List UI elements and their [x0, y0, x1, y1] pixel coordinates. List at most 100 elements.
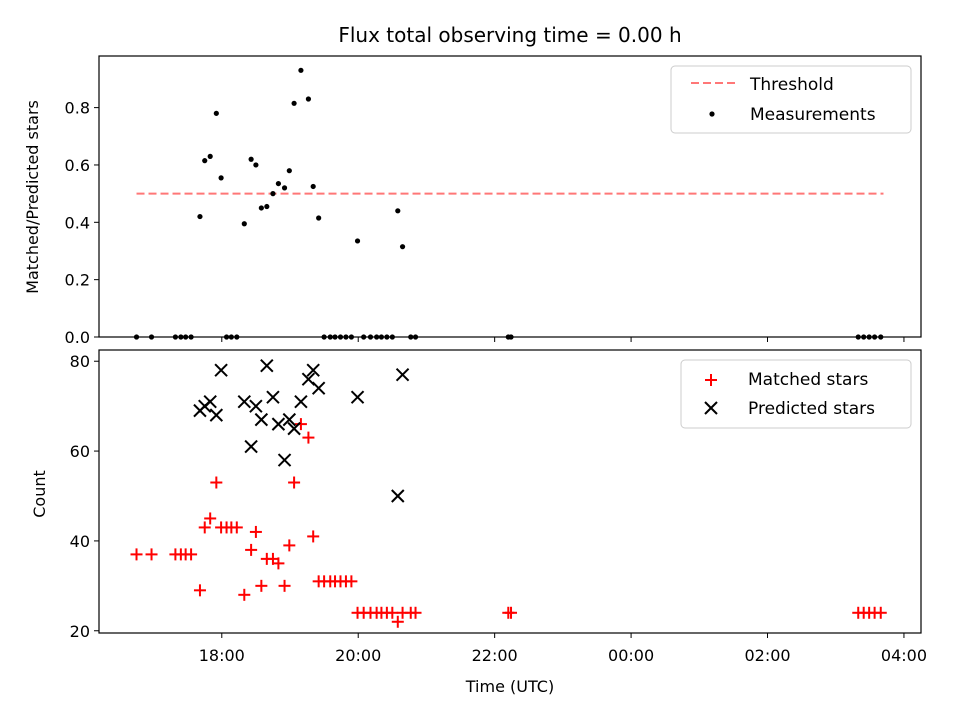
measurement-point [270, 191, 276, 197]
bottom-legend: Matched stars Predicted stars [680, 359, 912, 429]
measurement-point [399, 244, 406, 250]
top-xticks [221, 337, 905, 342]
measurement-point [241, 221, 247, 227]
predicted-star-point [249, 399, 263, 413]
measurement-point [298, 67, 304, 73]
matched-star-point [230, 521, 243, 534]
legend-measurements-swatch [709, 111, 715, 117]
bottom-ytick-label: 20 [70, 622, 90, 641]
legend-matched-label: Matched stars [748, 370, 868, 390]
matched-star-point [255, 579, 268, 592]
bottom-ytick-label: 40 [70, 532, 90, 551]
measurement-point [258, 205, 264, 211]
measurement-point [207, 153, 213, 159]
top-ytick-label: 0.0 [65, 328, 90, 347]
bottom-yticks: 20 40 60 80 [70, 352, 99, 641]
bottom-xtick-label: 18:00 [199, 646, 245, 665]
legend-predicted-label: Predicted stars [748, 399, 875, 419]
top-ytick-label: 0.2 [65, 271, 90, 290]
matched-star-point [409, 606, 422, 619]
measurement-point [218, 175, 224, 181]
legend-threshold-label: Threshold [749, 75, 834, 95]
predicted-star-point [391, 489, 405, 503]
matched-star-point [386, 606, 399, 619]
legend-measurements-label: Measurements [750, 105, 876, 125]
matched-star-point [345, 575, 358, 588]
top-ytick-label: 0.8 [65, 99, 90, 118]
matched-star-point [130, 548, 143, 561]
matched-star-point [505, 606, 518, 619]
matched-star-point [302, 431, 315, 444]
measurement-point [395, 208, 401, 214]
matched-star-point [145, 548, 158, 561]
matched-star-point [294, 418, 307, 431]
predicted-star-point [306, 363, 320, 377]
measurement-point [253, 162, 259, 168]
predicted-star-point [244, 439, 258, 454]
measurement-point [197, 213, 203, 220]
measurement-point [354, 238, 361, 244]
bottom-xtick-label: 04:00 [881, 646, 927, 665]
predicted-star-point [311, 381, 326, 395]
predicted-star-point [254, 412, 269, 427]
matched-star-point [307, 530, 320, 543]
predicted-star-point [237, 394, 252, 409]
matched-star-point [193, 584, 206, 597]
matched-star-point [288, 476, 301, 489]
matched-star-point [278, 579, 291, 592]
measurement-point [213, 110, 219, 116]
bottom-xtick-label: 20:00 [335, 646, 381, 665]
top-panel: Flux total observing time = 0.00 h 0.00.… [23, 23, 922, 347]
matched-star-point [249, 525, 262, 538]
matched-star-point [245, 543, 258, 556]
measurement-point [310, 183, 316, 190]
top-ylabel: Matched/Predicted stars [23, 100, 42, 294]
top-legend: Threshold Measurements [670, 65, 912, 134]
matched-star-point [204, 512, 217, 525]
matched-star-point [238, 588, 251, 601]
matched-star-point [283, 539, 296, 552]
predicted-star-point [350, 390, 365, 404]
bottom-axes-frame [98, 349, 922, 634]
matched-star-point [210, 476, 223, 489]
matched-star-point [874, 606, 887, 619]
top-ytick-label: 0.4 [65, 213, 90, 232]
bottom-xtick-label: 02:00 [744, 646, 790, 665]
matched-star-point [198, 521, 211, 534]
measurement-point [248, 156, 254, 162]
predicted-star-point [282, 412, 297, 427]
measurement-point [281, 185, 288, 191]
bottom-xtick-label: 22:00 [472, 646, 518, 665]
predicted-star-point [287, 421, 301, 436]
measurement-point [291, 100, 297, 106]
measurement-point [316, 215, 322, 221]
measurement-point [305, 96, 312, 102]
top-ytick-label: 0.6 [65, 156, 90, 175]
matched-star-point [391, 615, 404, 628]
bottom-xlabel: Time (UTC) [465, 677, 554, 696]
top-yticks: 0.0 0.2 0.4 0.6 0.8 [65, 99, 99, 347]
predicted-star-point [203, 394, 217, 409]
measurement-point [264, 203, 270, 210]
top-title: Flux total observing time = 0.00 h [338, 23, 681, 47]
measurement-point [275, 180, 282, 187]
predicted-star-point [294, 394, 308, 409]
top-axes-frame [98, 55, 922, 338]
matched-star-point [272, 557, 285, 570]
measurement-point [286, 168, 292, 174]
legend-matched-swatch [705, 374, 717, 386]
legend-predicted-swatch [704, 401, 718, 415]
bottom-xticks: 18:00 20:00 22:00 00:00 02:00 04:00 [199, 633, 927, 665]
predicted-star-point [214, 363, 228, 377]
predicted-star-point [271, 417, 286, 431]
bottom-ytick-label: 60 [70, 442, 90, 461]
predicted-star-point [277, 453, 292, 467]
bottom-ytick-label: 80 [70, 352, 90, 371]
matched-star-point [185, 548, 198, 561]
bottom-marks [130, 359, 887, 628]
predicted-star-point [260, 359, 274, 373]
predicted-star-point [266, 390, 280, 404]
predicted-star-point [209, 408, 224, 422]
